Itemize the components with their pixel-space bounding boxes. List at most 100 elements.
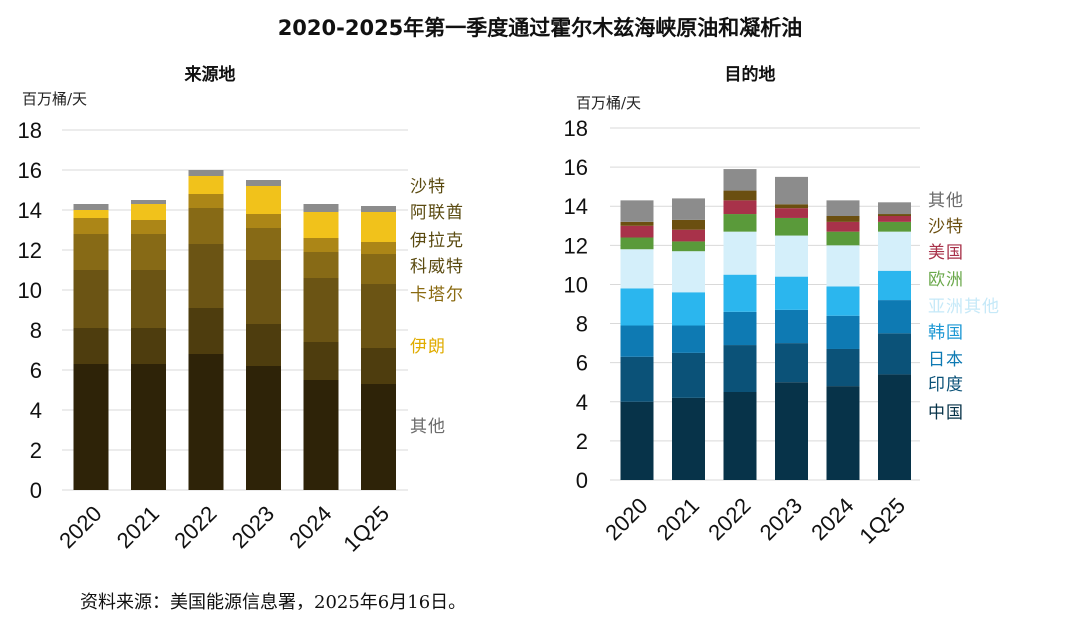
- bar-segment-destination-2021-亚洲其他: [672, 251, 705, 293]
- x-category-label: 2021: [112, 501, 164, 553]
- bar-segment-destination-2021-日本: [672, 325, 705, 353]
- y-tick-label: 18: [18, 118, 42, 143]
- bar-segment-origin-2023-科威特: [246, 228, 281, 260]
- bar-segment-destination-2020-其他: [620, 200, 654, 222]
- y-tick-label: 18: [564, 116, 588, 141]
- x-category-label: 2023: [227, 501, 279, 553]
- bar-segment-destination-2021-美国: [672, 229, 705, 242]
- y-tick-label: 6: [30, 358, 42, 383]
- bar-segment-origin-2022-其他: [188, 170, 224, 176]
- bar-segment-origin-2020-科威特: [73, 234, 109, 270]
- bar-segment-destination-2022-韩国: [723, 274, 757, 312]
- legend-label: 科威特: [410, 257, 464, 277]
- y-tick-label: 14: [564, 194, 588, 219]
- bar-segment-destination-2021-韩国: [672, 292, 705, 326]
- y-tick-label: 10: [564, 272, 588, 297]
- bar-segment-origin-1Q25-科威特: [361, 254, 396, 284]
- bar-segment-destination-2020-印度: [620, 356, 654, 402]
- bar-segment-origin-2020-伊朗: [73, 210, 109, 218]
- bar-segment-destination-2022-沙特: [723, 190, 757, 201]
- bar-segment-destination-2021-印度: [672, 352, 705, 398]
- bar-segment-origin-2021-其他: [131, 200, 166, 204]
- x-category-label: 1Q25: [854, 493, 910, 549]
- bar-segment-destination-2021-欧洲: [672, 241, 705, 252]
- bar-segment-origin-2023-伊拉克: [246, 260, 281, 324]
- bar-segment-destination-2023-印度: [775, 343, 808, 383]
- bar-segment-origin-1Q25-其他: [361, 206, 396, 212]
- bar-segment-destination-2021-中国: [672, 397, 705, 480]
- bar-segment-origin-2022-伊拉克: [188, 244, 224, 308]
- x-category-label: 2023: [755, 493, 807, 545]
- x-category-label: 2020: [600, 493, 652, 545]
- y-axis-unit-label: 百万桶/天: [22, 90, 87, 108]
- bar-segment-destination-2023-日本: [775, 309, 808, 344]
- bar-segment-origin-2021-伊拉克: [131, 270, 166, 328]
- source-note: 资料来源：美国能源信息署，2025年6月16日。: [80, 592, 467, 613]
- legend-label: 伊朗: [410, 337, 446, 357]
- bar-segment-destination-2020-日本: [620, 325, 654, 357]
- bar-segment-destination-2020-美国: [620, 225, 654, 238]
- legend-label: 沙特: [928, 217, 964, 237]
- bar-segment-origin-2023-沙特: [246, 366, 281, 490]
- bar-segment-destination-2024-亚洲其他: [826, 245, 860, 287]
- bar-segment-origin-2023-伊朗: [246, 186, 281, 214]
- bar-segment-origin-2021-伊朗: [131, 204, 166, 220]
- bar-segment-destination-2023-其他: [775, 176, 808, 205]
- bar-segment-destination-2020-亚洲其他: [620, 249, 654, 289]
- bar-segment-destination-2023-美国: [775, 208, 808, 218]
- bar-segment-destination-2023-欧洲: [775, 217, 808, 236]
- bar-segment-origin-2023-其他: [246, 180, 281, 186]
- chart-subtitle: 目的地: [725, 64, 776, 85]
- bar-segment-destination-2023-沙特: [775, 204, 808, 209]
- bar-segment-origin-2021-科威特: [131, 234, 166, 270]
- bar-segment-origin-2024-伊朗: [303, 212, 339, 238]
- legend-label: 卡塔尔: [410, 285, 464, 305]
- bar-segment-origin-2020-阿联酋: [73, 328, 109, 364]
- bar-segment-destination-1Q25-印度: [878, 333, 911, 375]
- bar-segment-origin-1Q25-沙特: [361, 384, 396, 490]
- bar-segment-origin-2024-阿联酋: [303, 342, 339, 380]
- bar-segment-destination-2022-中国: [723, 392, 757, 480]
- bar-segment-destination-2022-日本: [723, 311, 757, 346]
- x-category-label: 2021: [652, 493, 704, 545]
- bar-segment-destination-2022-印度: [723, 345, 757, 392]
- bar-segment-destination-2020-中国: [620, 401, 654, 480]
- x-category-label: 1Q25: [338, 501, 394, 557]
- bar-segment-destination-2024-印度: [826, 348, 860, 387]
- bar-segment-destination-1Q25-沙特: [878, 214, 911, 216]
- y-tick-label: 4: [30, 398, 42, 423]
- bar-segment-destination-2022-亚洲其他: [723, 231, 757, 275]
- bar-segment-destination-1Q25-韩国: [878, 270, 911, 301]
- y-tick-label: 12: [564, 233, 588, 258]
- bar-segment-origin-2024-伊拉克: [303, 278, 339, 342]
- x-category-label: 2022: [703, 493, 755, 545]
- bar-segment-origin-2022-伊朗: [188, 176, 224, 194]
- bar-segment-destination-2024-中国: [826, 386, 860, 480]
- y-tick-label: 8: [576, 312, 588, 337]
- bar-segment-origin-2020-伊拉克: [73, 270, 109, 328]
- legend-label: 欧洲: [928, 270, 964, 290]
- bar-segment-origin-2022-阿联酋: [188, 308, 224, 354]
- y-tick-label: 2: [30, 438, 42, 463]
- bar-segment-origin-2022-科威特: [188, 208, 224, 244]
- bar-segment-destination-1Q25-其他: [878, 202, 911, 215]
- bar-segment-destination-2020-沙特: [620, 221, 654, 226]
- y-tick-label: 16: [564, 155, 588, 180]
- legend-label: 美国: [928, 243, 964, 263]
- bar-segment-destination-2022-其他: [723, 169, 757, 191]
- bar-segment-destination-1Q25-美国: [878, 216, 911, 222]
- y-tick-label: 4: [576, 390, 588, 415]
- bar-segment-origin-1Q25-伊朗: [361, 212, 396, 242]
- bar-segment-origin-2021-沙特: [131, 364, 166, 490]
- bar-segment-origin-2024-科威特: [303, 252, 339, 278]
- bar-segment-origin-2020-沙特: [73, 364, 109, 490]
- legend-label: 亚洲其他: [928, 297, 1000, 317]
- bar-segment-destination-2023-中国: [775, 382, 808, 480]
- bar-segment-destination-2020-韩国: [620, 288, 654, 326]
- legend-label: 其他: [928, 191, 964, 211]
- bar-segment-destination-2024-美国: [826, 221, 860, 232]
- bar-segment-origin-1Q25-卡塔尔: [361, 242, 396, 254]
- bar-segment-origin-1Q25-伊拉克: [361, 284, 396, 348]
- legend-label: 伊拉克: [410, 231, 464, 251]
